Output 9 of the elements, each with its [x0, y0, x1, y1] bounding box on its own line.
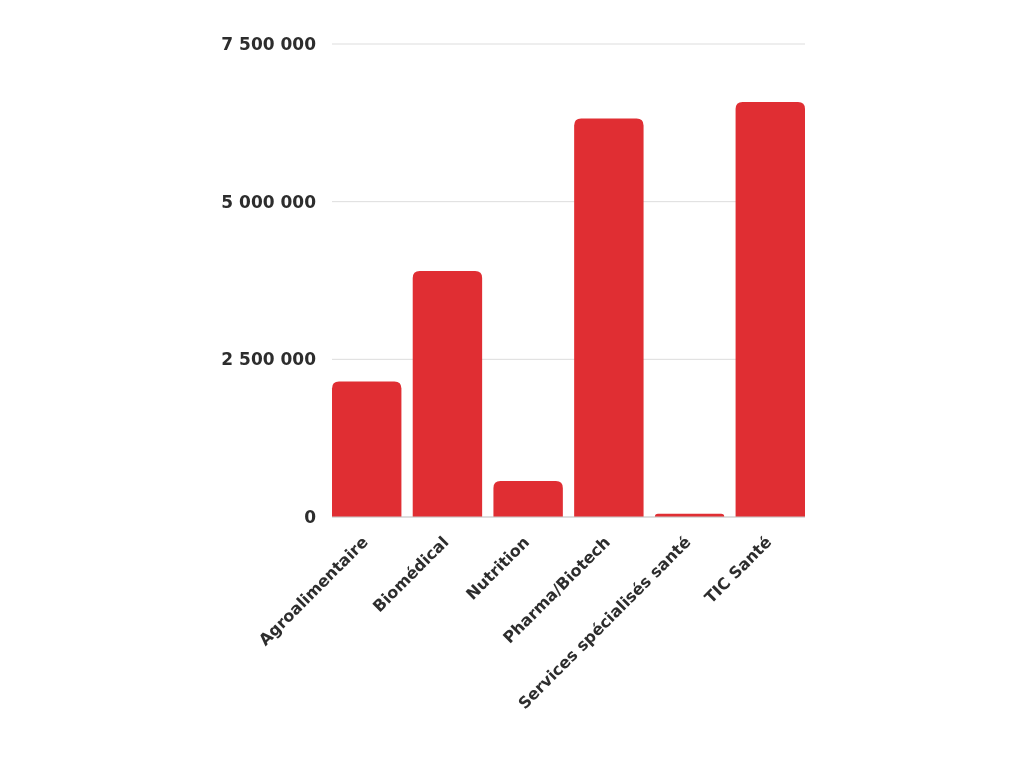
bar [735, 102, 805, 517]
y-tick-label: 0 [304, 506, 317, 527]
bar [332, 381, 402, 517]
y-tick-label: 2 500 000 [221, 349, 317, 370]
y-tick-label: 7 500 000 [221, 33, 317, 54]
bar [412, 271, 483, 517]
y-tick-label: 5 000 000 [221, 191, 317, 212]
bar [574, 118, 644, 517]
bar [493, 481, 563, 517]
